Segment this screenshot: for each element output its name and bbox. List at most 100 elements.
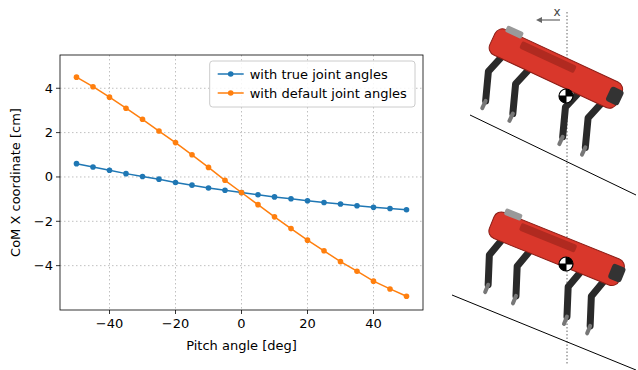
- legend: with true joint angles with default joint…: [210, 61, 415, 107]
- robot-foot: [559, 137, 562, 144]
- com-circle: [559, 89, 573, 103]
- legend-marker: [228, 90, 234, 96]
- series-point: [404, 293, 410, 299]
- series-point: [239, 190, 245, 196]
- series-point: [338, 259, 344, 265]
- series-point: [255, 192, 261, 198]
- com-cross: [566, 89, 567, 103]
- y-tick-label: −4: [34, 258, 53, 273]
- x-tick: [307, 310, 308, 314]
- series-point: [140, 117, 146, 123]
- series-point: [288, 196, 294, 202]
- series-point: [107, 168, 113, 174]
- x-tick-label: −20: [162, 316, 189, 331]
- legend-marker: [228, 71, 234, 77]
- x-tick-label: 40: [365, 316, 382, 331]
- plot-frame: [60, 55, 423, 310]
- series-point: [123, 171, 129, 177]
- robot-foot: [564, 317, 567, 324]
- y-tick: [56, 132, 60, 133]
- x-grid: [109, 55, 110, 310]
- series-point: [255, 202, 261, 208]
- x-annotation: x: [553, 5, 560, 19]
- slope: [452, 295, 636, 370]
- x-tick-label: −40: [96, 316, 123, 331]
- series-point: [371, 278, 377, 284]
- series-point: [272, 194, 278, 200]
- series-point: [156, 128, 162, 134]
- series-point: [206, 185, 212, 191]
- series-point: [239, 190, 245, 196]
- series-point: [387, 286, 393, 292]
- x-tick: [109, 310, 110, 314]
- series-point: [321, 200, 327, 206]
- series-line: [77, 77, 407, 296]
- series-point: [189, 152, 195, 158]
- robot-foot: [509, 114, 512, 121]
- legend-box: [210, 61, 415, 107]
- robot-foot: [582, 147, 585, 154]
- com-symbol: [559, 257, 573, 271]
- y-axis-title: CoM X coordinate [cm]: [8, 108, 23, 257]
- series-point: [371, 205, 377, 211]
- y-grid: [60, 221, 423, 222]
- series-point: [387, 206, 393, 212]
- series-point: [107, 94, 113, 100]
- series-point: [222, 177, 228, 183]
- x-tick: [373, 310, 374, 314]
- series-point: [90, 84, 96, 90]
- series-point: [173, 180, 179, 186]
- y-tick-label: 0: [45, 169, 53, 184]
- y-grid: [60, 132, 423, 133]
- x-tick-label: 20: [299, 316, 316, 331]
- y-tick-label: 2: [45, 125, 53, 140]
- series-point: [404, 207, 410, 213]
- com-quarter: [559, 96, 566, 103]
- robot: [464, 22, 629, 160]
- series-point: [354, 268, 360, 274]
- series-point: [354, 203, 360, 209]
- robot-sensor: [505, 25, 524, 39]
- robot: [467, 205, 631, 338]
- slope: [470, 115, 636, 195]
- com-circle: [559, 257, 573, 271]
- com-quarter: [566, 257, 573, 264]
- series-point: [206, 165, 212, 171]
- x-axis-title: Pitch angle [deg]: [186, 338, 297, 353]
- y-tick: [56, 176, 60, 177]
- series-point: [321, 248, 327, 254]
- figure: −40−2002040−4−2024Pitch angle [deg]CoM X…: [0, 0, 638, 370]
- y-tick: [56, 88, 60, 89]
- y-tick: [56, 221, 60, 222]
- illustration: x: [452, 5, 636, 370]
- robot-foot: [587, 326, 590, 333]
- x-arrow-head: [536, 17, 542, 23]
- series-point: [305, 237, 311, 243]
- series-point: [272, 214, 278, 220]
- robot-body: [487, 26, 626, 111]
- series-group: [74, 74, 410, 299]
- legend-label: with default joint angles: [250, 86, 407, 101]
- series-line: [77, 164, 407, 210]
- series-point: [222, 187, 228, 193]
- robot-body-detail: [519, 223, 578, 253]
- series-point: [173, 140, 179, 146]
- robot-foot: [482, 101, 485, 108]
- com-quarter: [559, 264, 566, 271]
- series-point: [123, 105, 129, 111]
- series-point: [90, 164, 96, 170]
- com-cross: [566, 257, 567, 271]
- y-tick-label: −2: [34, 214, 53, 229]
- com-quarter: [566, 89, 573, 96]
- series-point: [338, 201, 344, 207]
- x-tick-label: 0: [237, 316, 245, 331]
- y-tick: [56, 265, 60, 266]
- legend-label: with true joint angles: [250, 67, 388, 82]
- y-grid: [60, 265, 423, 266]
- series-point: [140, 174, 146, 180]
- robot-head: [607, 263, 626, 283]
- robot-head: [605, 86, 624, 106]
- y-tick-label: 4: [45, 81, 53, 96]
- series-point: [74, 161, 80, 167]
- x-tick: [241, 310, 242, 314]
